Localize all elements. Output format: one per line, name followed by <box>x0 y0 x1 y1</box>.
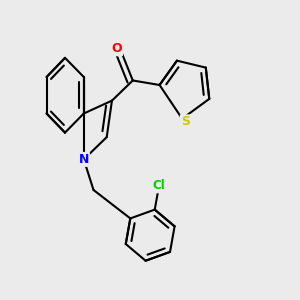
Text: N: N <box>79 153 89 166</box>
Text: O: O <box>111 42 122 55</box>
Text: S: S <box>181 115 190 128</box>
Text: Cl: Cl <box>153 179 165 192</box>
